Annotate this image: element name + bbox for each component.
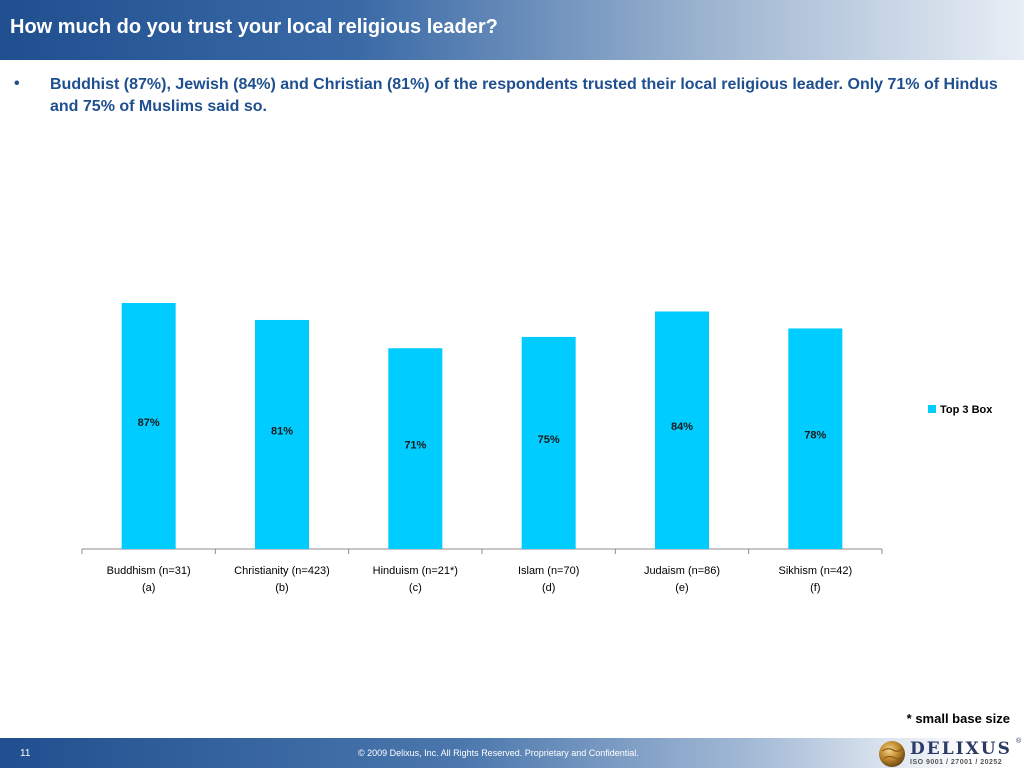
bar bbox=[121, 303, 176, 549]
x-tick-label: Islam (n=70) bbox=[518, 565, 579, 577]
data-label: 71% bbox=[404, 440, 426, 452]
page-number: 11 bbox=[20, 748, 31, 759]
x-tick-code: (c) bbox=[409, 582, 422, 594]
bar bbox=[521, 336, 576, 549]
data-label: 81% bbox=[271, 425, 293, 437]
legend-swatch bbox=[928, 405, 936, 413]
registered-mark: ® bbox=[1016, 738, 1022, 745]
bar bbox=[655, 311, 709, 549]
bar bbox=[788, 328, 843, 549]
x-tick-code: (e) bbox=[675, 582, 688, 594]
data-label: 75% bbox=[538, 434, 560, 446]
x-tick-code: (a) bbox=[142, 582, 155, 594]
x-tick-label: Hinduism (n=21*) bbox=[373, 565, 458, 577]
title-bar: How much do you trust your local religio… bbox=[0, 0, 1024, 60]
page-title: How much do you trust your local religio… bbox=[10, 16, 498, 38]
footer-bar: 11 © 2009 Delixus, Inc. All Rights Reser… bbox=[0, 738, 1024, 768]
globe-icon bbox=[879, 741, 905, 767]
x-tick-label: Buddhism (n=31) bbox=[107, 565, 191, 577]
copyright-notice: © 2009 Delixus, Inc. All Rights Reserved… bbox=[358, 748, 639, 758]
x-tick-label: Sikhism (n=42) bbox=[778, 565, 852, 577]
summary-text: Buddhist (87%), Jewish (84%) and Christi… bbox=[50, 76, 998, 115]
data-label: 84% bbox=[671, 421, 693, 433]
x-tick-code: (b) bbox=[275, 582, 288, 594]
x-tick-label: Christianity (n=423) bbox=[234, 565, 330, 577]
bar bbox=[388, 348, 443, 549]
logo-wordmark: DELIXUS bbox=[910, 739, 1012, 759]
x-tick-label: Judaism (n=86) bbox=[644, 565, 720, 577]
data-label: 87% bbox=[138, 417, 160, 429]
logo-tagline: ISO 9001 / 27001 / 20252 bbox=[910, 759, 1003, 766]
footnote: * small base size bbox=[906, 711, 1010, 726]
x-tick-code: (f) bbox=[810, 582, 820, 594]
x-tick-code: (d) bbox=[542, 582, 555, 594]
summary-bullet: • bbox=[14, 75, 20, 92]
bar-chart: 87% Buddhism (n=31) (a) 81% Christianity (n=… bbox=[81, 303, 993, 594]
legend-label: Top 3 Box bbox=[940, 404, 993, 416]
data-label: 78% bbox=[804, 430, 826, 442]
company-logo: DELIXUS ISO 9001 / 27001 / 20252 ® bbox=[876, 738, 1024, 768]
bar bbox=[255, 319, 309, 549]
